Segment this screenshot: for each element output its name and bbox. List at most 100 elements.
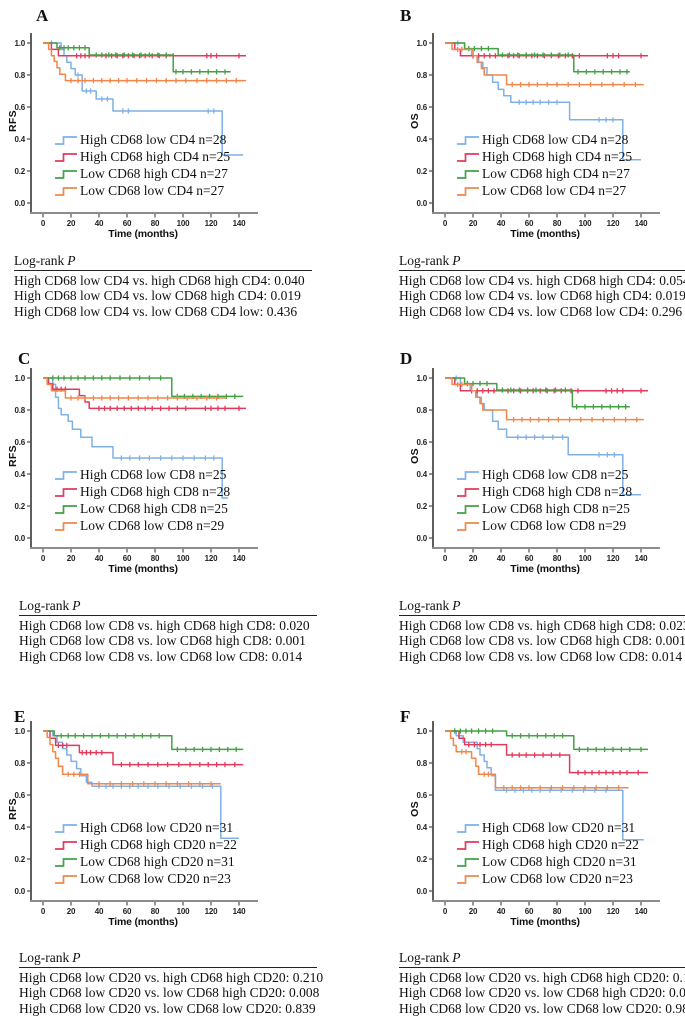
legend-step-icon [54,502,80,516]
svg-text:80: 80 [553,907,562,916]
legend-item: High CD68 high CD4 n=25 [456,148,632,165]
km-chart-rfs-cd8: RFS 0.0 0.2 0.4 0.6 0.8 1.0 0 20 40 60 80 100 120 140… [7,360,270,592]
panel-letter: C [18,349,31,368]
logrank-comparison: High CD68 low CD20 vs. low CD68 high CD2… [19,985,320,1001]
logrank-title: Log-rank P [14,253,312,271]
legend-item: High CD68 low CD20 n=31 [456,819,639,836]
legend-step-icon [456,838,482,852]
svg-text:0.0: 0.0 [416,199,427,208]
logrank-comparison: High CD68 low CD20 vs. low CD68 low CD20… [399,1000,685,1016]
svg-text:0: 0 [41,907,46,916]
logrank-comparison: High CD68 low CD4 vs. low CD68 high CD4:… [14,288,301,304]
panel-letter: D [400,349,413,368]
km-chart-rfs-cd4: RFS 0.0 0.2 0.4 0.6 0.8 1.0 0 20 40 60 80 100 120 140… [7,25,270,257]
panel-F: F OS 0.0 0.2 0.4 0.6 0.8 1.0 0 20 40 60 80 100 120 14… [343,680,685,1016]
x-axis-label: Time (months) [510,563,580,575]
legend-item: Low CD68 high CD8 n=25 [54,500,230,517]
svg-text:40: 40 [95,554,104,563]
svg-text:0.4: 0.4 [416,470,427,479]
legend-label: Low CD68 low CD8 n=29 [80,517,225,533]
legend-item: High CD68 high CD20 n=22 [54,836,237,853]
svg-text:0: 0 [41,554,46,563]
svg-text:1.0: 1.0 [416,39,427,48]
legend-step-icon [54,133,80,147]
legend-step-icon [456,485,482,499]
legend-label: High CD68 low CD20 n=31 [482,819,636,835]
svg-text:40: 40 [497,907,506,916]
legend-item: Low CD68 low CD4 n=27 [456,182,632,199]
svg-text:40: 40 [497,219,506,228]
legend-item: High CD68 high CD4 n=25 [54,148,230,165]
logrank-block: Log-rank P High CD68 low CD4 vs. high CD6… [399,253,685,319]
legend-step-icon [54,150,80,164]
svg-text:60: 60 [525,554,534,563]
legend-item: Low CD68 high CD4 n=27 [456,165,632,182]
legend-label: Low CD68 high CD4 n=27 [482,165,630,181]
logrank-comparison: High CD68 low CD8 vs. high CD68 high CD8… [399,617,685,633]
km-plot: 0.0 0.2 0.4 0.6 0.8 1.0 0 20 40 60 80 100 120 140 [416,33,660,228]
svg-text:120: 120 [205,219,218,228]
legend-item: Low CD68 high CD20 n=31 [54,853,237,870]
svg-text:140: 140 [233,554,246,563]
legend-label: High CD68 high CD8 n=28 [80,483,231,499]
logrank-title: Log-rank P [399,253,685,271]
legend-step-icon [456,855,482,869]
logrank-comparison: High CD68 low CD8 vs. low CD68 low CD8: … [19,648,303,664]
svg-text:0: 0 [443,219,448,228]
logrank-comparison: High CD68 low CD20 vs. low CD68 low CD20… [19,1000,316,1016]
logrank-block: Log-rank P High CD68 low CD8 vs. high CD6… [19,598,317,664]
legend-step-icon [54,821,80,835]
logrank-block: Log-rank P High CD68 low CD20 vs. high CD… [19,950,324,1016]
legend-label: Low CD68 low CD8 n=29 [482,517,627,533]
legend-step-icon [54,519,80,533]
svg-text:1.0: 1.0 [416,374,427,383]
logrank-block: Log-rank P High CD68 low CD20 vs. high CD… [399,950,685,1016]
legend-label: Low CD68 low CD20 n=23 [482,870,633,886]
svg-text:20: 20 [469,554,478,563]
svg-text:60: 60 [525,907,534,916]
x-axis-label: Time (months) [108,228,178,240]
legend-item: High CD68 high CD8 n=28 [456,483,632,500]
svg-text:80: 80 [151,219,160,228]
legend-label: Low CD68 high CD20 n=31 [80,853,235,869]
legend-step-icon [54,468,80,482]
legend-item: Low CD68 low CD8 n=29 [456,517,632,534]
svg-text:80: 80 [553,554,562,563]
panel-C: C RFS 0.0 0.2 0.4 0.6 0.8 1.0 0 20 40 60 80 100 120 1… [0,330,342,665]
svg-text:120: 120 [205,907,218,916]
svg-text:0.6: 0.6 [14,103,25,112]
legend-item: High CD68 low CD4 n=28 [54,131,230,148]
legend-item: Low CD68 low CD20 n=23 [54,870,237,887]
legend-label: High CD68 high CD4 n=25 [482,148,633,164]
legend-label: Low CD68 low CD4 n=27 [482,182,627,198]
svg-text:0.8: 0.8 [14,71,25,80]
logrank-comparison: High CD68 low CD20 vs. high CD68 high CD… [19,969,324,985]
svg-text:0.2: 0.2 [14,855,25,864]
panel-A: A RFS 0.0 0.2 0.4 0.6 0.8 1.0 0 20 40 60 80 100 120 1… [0,0,342,335]
svg-text:20: 20 [469,907,478,916]
legend-label: High CD68 high CD20 n=22 [80,836,237,852]
svg-text:0.2: 0.2 [14,167,25,176]
panel-letter: E [14,707,26,726]
svg-text:0.6: 0.6 [416,438,427,447]
svg-text:0.6: 0.6 [14,791,25,800]
svg-text:0.0: 0.0 [14,534,25,543]
svg-text:120: 120 [607,907,620,916]
panel-letter: F [400,707,411,726]
svg-text:0.4: 0.4 [416,823,427,832]
legend-step-icon [456,133,482,147]
legend-step-icon [456,468,482,482]
legend-label: High CD68 high CD20 n=22 [482,836,639,852]
logrank-block: Log-rank P High CD68 low CD4 vs. high CD6… [14,253,312,319]
svg-text:80: 80 [151,554,160,563]
legend-item: High CD68 high CD8 n=28 [54,483,230,500]
legend-step-icon [54,855,80,869]
svg-text:0.6: 0.6 [416,103,427,112]
svg-text:120: 120 [607,219,620,228]
legend-step-icon [54,838,80,852]
legend-step-icon [54,872,80,886]
svg-text:0.4: 0.4 [14,470,25,479]
svg-text:140: 140 [233,907,246,916]
legend-step-icon [456,167,482,181]
svg-text:140: 140 [635,554,648,563]
